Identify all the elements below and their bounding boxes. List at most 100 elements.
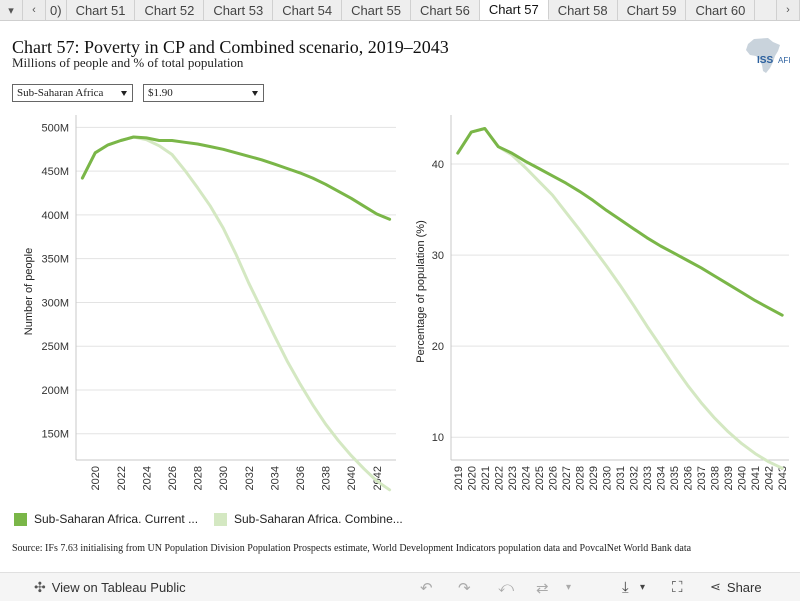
x-tick-label: 2030 <box>601 466 613 490</box>
x-tick-label: 2030 <box>218 466 230 490</box>
y-tick-label: 200M <box>41 385 69 397</box>
threshold-dropdown[interactable]: $1.90 <box>143 84 264 102</box>
chevron-down-icon <box>252 91 258 96</box>
x-tick-label: 2024 <box>141 466 153 490</box>
share-button[interactable]: ⋖ Share <box>710 579 762 595</box>
y-tick-label: 350M <box>41 254 69 266</box>
legend-swatch-combined <box>214 512 227 526</box>
tab-chart-55[interactable]: Chart 55 <box>342 0 411 20</box>
undo-icon[interactable]: ↶ <box>420 580 433 597</box>
tab-menu-caret-icon[interactable]: ▾ <box>0 0 23 20</box>
fullscreen-icon[interactable]: ⛶ <box>672 579 683 596</box>
x-tick-label: 2040 <box>737 466 749 490</box>
share-icon: ⋖ <box>710 579 721 594</box>
legend-item-combined[interactable]: Sub-Saharan Africa. Combine... <box>214 512 403 526</box>
x-tick-label: 2043 <box>777 466 789 490</box>
source-note: Source: IFs 7.63 initialising from UN Po… <box>12 543 692 554</box>
tab-chart-52[interactable]: Chart 52 <box>135 0 205 20</box>
legend-label-current: Sub-Saharan Africa. Current ... <box>34 512 199 526</box>
chart-number-of-people: 150M 200M 250M 300M 350M 400M 450M 500M 2020 2022… <box>23 115 396 492</box>
download-menu-caret-icon[interactable]: ▾ <box>640 582 646 593</box>
y-tick-label: 400M <box>41 210 69 222</box>
tab-chart-53[interactable]: Chart 53 <box>204 0 274 20</box>
tab-chart-51[interactable]: Chart 51 <box>66 0 136 20</box>
svg-text:AFI: AFI <box>778 56 790 65</box>
x-tick-label: 2026 <box>167 466 179 490</box>
y-tick-label: 30 <box>432 250 444 262</box>
x-tick-label: 2029 <box>588 466 600 490</box>
y-axis-label: Percentage of population (%) <box>415 220 427 362</box>
legend-swatch-current <box>14 512 27 526</box>
y-tick-label: 450M <box>41 166 69 178</box>
y-tick-label: 500M <box>41 122 69 134</box>
chevron-down-icon <box>121 91 127 96</box>
x-tick-label: 2028 <box>193 466 205 490</box>
y-tick-label: 150M <box>41 429 69 441</box>
x-tick-label: 2036 <box>683 466 695 490</box>
x-tick-label: 2040 <box>346 466 358 490</box>
tab-next-icon[interactable]: › <box>776 0 800 20</box>
x-tick-label: 2036 <box>295 466 307 490</box>
legend-item-current[interactable]: Sub-Saharan Africa. Current ... <box>14 512 198 526</box>
series-line-combined[interactable] <box>80 135 392 492</box>
x-tick-label: 2028 <box>574 466 586 490</box>
threshold-dropdown-value: $1.90 <box>148 87 173 99</box>
x-tick-label: 2031 <box>615 466 627 490</box>
y-tick-label: 40 <box>432 159 444 171</box>
x-tick-label: 2038 <box>710 466 722 490</box>
series-line-current[interactable] <box>80 135 392 221</box>
y-axis-label: Number of people <box>23 248 35 335</box>
y-tick-label: 20 <box>432 341 444 353</box>
view-on-tableau-label: View on Tableau Public <box>51 580 186 595</box>
x-tick-label: 2020 <box>466 466 478 490</box>
tab-chart-60[interactable]: Chart 60 <box>686 0 756 20</box>
x-tick-label: 2035 <box>669 466 681 490</box>
x-tick-label: 2026 <box>547 466 559 490</box>
svg-text:ISS: ISS <box>757 55 773 66</box>
legend-label-combined: Sub-Saharan Africa. Combine... <box>234 512 403 526</box>
view-on-tableau-link[interactable]: ✣ View on Tableau Public <box>34 579 186 596</box>
redo-icon[interactable]: ↷ <box>458 580 471 597</box>
refresh-menu-caret-icon[interactable]: ▾ <box>566 582 572 593</box>
tab-list: Chart 51 Chart 52 Chart 53 Chart 54 Chart 55… <box>66 0 756 20</box>
download-icon[interactable]: ⤓ <box>622 579 629 596</box>
x-tick-label: 2023 <box>507 466 519 490</box>
tab-chart-58[interactable]: Chart 58 <box>548 0 618 20</box>
x-tick-label: 2034 <box>656 466 668 490</box>
share-label: Share <box>726 579 762 595</box>
y-tick-label: 300M <box>41 297 69 309</box>
tableau-footer: ✣ View on Tableau Public ↶ ↷ ⤺ ⇄ ▾ ⤓ ▾ ⛶… <box>0 572 800 601</box>
x-tick-label: 2032 <box>244 466 256 490</box>
x-tick-label: 2041 <box>750 466 762 490</box>
tab-chart-54[interactable]: Chart 54 <box>273 0 343 20</box>
chart-title: Chart 57: Poverty in CP and Combined sce… <box>12 37 449 57</box>
tab-chart-56[interactable]: Chart 56 <box>410 0 480 20</box>
x-tick-label: 2032 <box>629 466 641 490</box>
y-tick-label: 10 <box>432 432 444 444</box>
tab-prev-icon[interactable]: ‹ <box>23 0 46 20</box>
series-line-current[interactable] <box>456 127 784 317</box>
region-dropdown-value: Sub-Saharan Africa <box>17 87 104 99</box>
x-tick-label: 2024 <box>520 466 532 490</box>
x-tick-label: 2022 <box>116 466 128 490</box>
region-dropdown[interactable]: Sub-Saharan Africa <box>12 84 133 102</box>
tab-chart-57[interactable]: Chart 57 <box>479 0 549 20</box>
tab-chart-59[interactable]: Chart 59 <box>617 0 687 20</box>
x-tick-label: 2020 <box>90 466 102 490</box>
x-tick-label: 2042 <box>764 466 776 490</box>
sheet-tab-bar: ▾ ‹ 0) Chart 51 Chart 52 Chart 53 Chart 54 C… <box>0 0 800 21</box>
tab-clipped[interactable]: 0) <box>46 0 67 20</box>
iss-africa-logo: ISS AFI <box>746 38 790 73</box>
x-tick-label: 2022 <box>493 466 505 490</box>
x-tick-label: 2037 <box>696 466 708 490</box>
x-tick-label: 2019 <box>453 466 465 490</box>
refresh-icon[interactable]: ⇄ <box>536 580 549 597</box>
tableau-logo-icon: ✣ <box>34 579 46 595</box>
revert-icon[interactable]: ⤺ <box>498 579 515 596</box>
x-tick-label: 2027 <box>561 466 573 490</box>
series-line-combined[interactable] <box>456 127 784 470</box>
x-tick-label: 2025 <box>534 466 546 490</box>
chart-subtitle: Millions of people and % of total popula… <box>12 55 244 70</box>
x-tick-label: 2039 <box>723 466 735 490</box>
